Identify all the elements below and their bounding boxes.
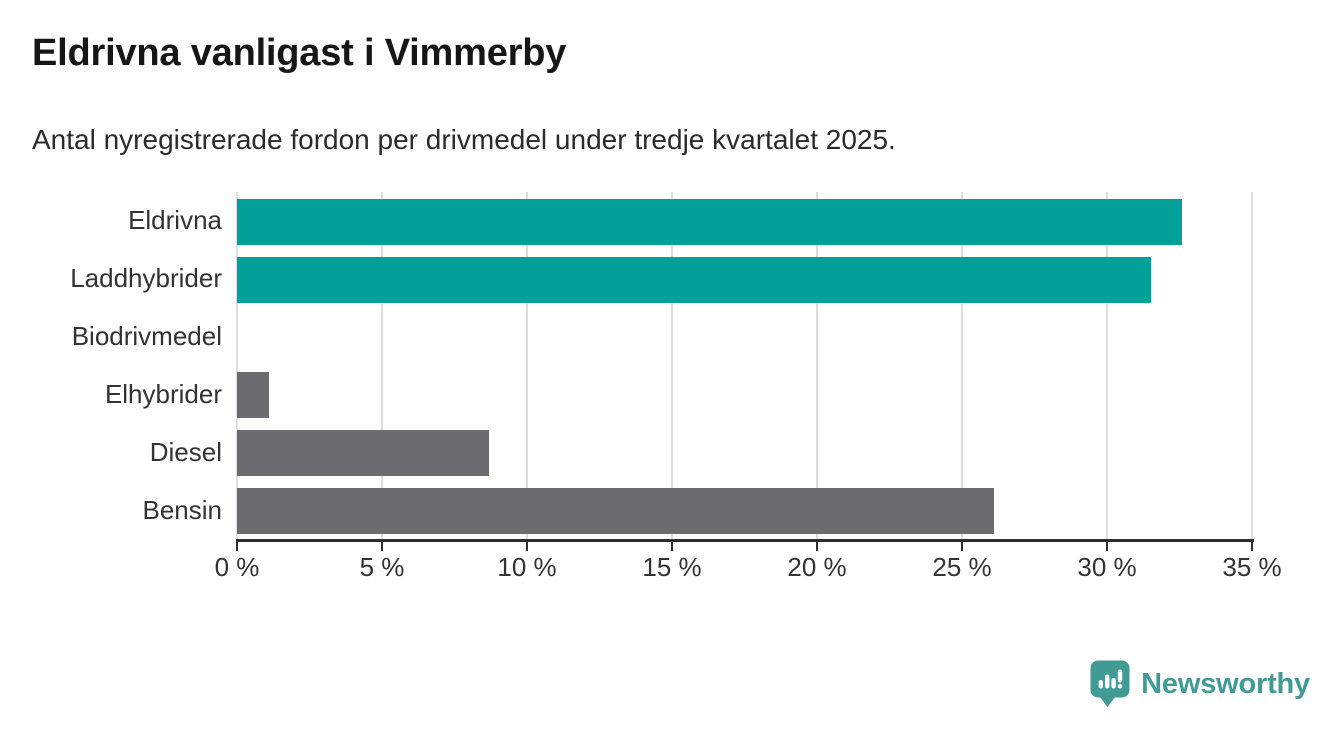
category-labels: Eldrivna Laddhybrider Biodrivmedel Elhybrid…	[0, 192, 222, 539]
x-tick-10	[526, 542, 528, 551]
bar-eldrivna	[237, 198, 1183, 245]
x-tick-35	[1251, 542, 1253, 551]
branding: Newsworthy	[1090, 660, 1310, 708]
x-tick-label-10: 10 %	[497, 552, 557, 582]
x-tick-label-30: 30 %	[1077, 552, 1137, 582]
x-tick-label-25: 25 %	[932, 552, 992, 582]
gridline-35	[1251, 192, 1253, 539]
gridline-20	[816, 192, 818, 539]
bar-diesel	[237, 430, 490, 477]
gridline-25	[961, 192, 963, 539]
gridline-15	[671, 192, 673, 539]
x-tick-15	[671, 542, 673, 551]
x-tick-label-20: 20 %	[787, 552, 847, 582]
x-tick-30	[1106, 542, 1108, 551]
category-label-diesel: Diesel	[149, 436, 222, 467]
gridline-5	[381, 192, 383, 539]
newsworthy-marker-icon	[1090, 660, 1130, 707]
x-tick-0	[236, 542, 238, 551]
gridline-10	[526, 192, 528, 539]
branding-name: Newsworthy	[1141, 667, 1310, 700]
x-tick-25	[961, 542, 963, 551]
x-tick-5	[381, 542, 383, 551]
gridline-0	[236, 192, 238, 539]
category-label-eldrivna: Eldrivna	[128, 205, 222, 236]
x-axis-line	[236, 539, 1254, 542]
x-tick-20	[816, 542, 818, 551]
chart-subtitle: Antal nyregistrerade fordon per drivmede…	[32, 124, 896, 155]
gridline-30	[1106, 192, 1108, 539]
plot-area	[236, 192, 1253, 539]
x-tick-label-35: 35 %	[1222, 552, 1282, 582]
category-label-biodrivmedel: Biodrivmedel	[71, 321, 222, 352]
x-tick-label-0: 0 %	[214, 552, 260, 582]
x-tick-label-5: 5 %	[359, 552, 405, 582]
bar-laddhybrider	[237, 256, 1151, 303]
category-label-bensin: Bensin	[142, 494, 223, 525]
x-tick-label-15: 15 %	[642, 552, 702, 582]
category-label-laddhybrider: Laddhybrider	[70, 263, 222, 294]
bar-bensin	[237, 488, 994, 535]
category-label-elhybrider: Elhybrider	[104, 378, 222, 409]
bar-elhybrider	[237, 372, 269, 419]
chart-title: Eldrivna vanligast i Vimmerby	[32, 32, 567, 74]
